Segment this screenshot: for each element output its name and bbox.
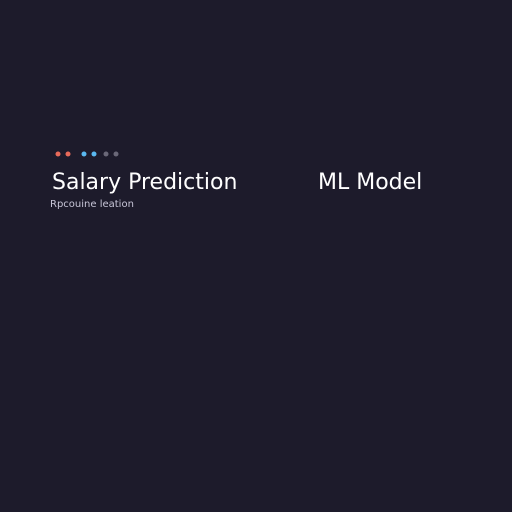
dot [81,151,87,157]
dot [113,151,119,157]
chart-subtitle: Rpcouine leation [50,199,134,210]
dot [55,151,61,157]
dot [65,151,71,157]
chart-title: Salary Prediction [52,170,237,195]
dot [91,151,97,157]
window-dots [55,151,119,157]
chart-title-right: ML Model [318,170,422,195]
dot [103,151,109,157]
